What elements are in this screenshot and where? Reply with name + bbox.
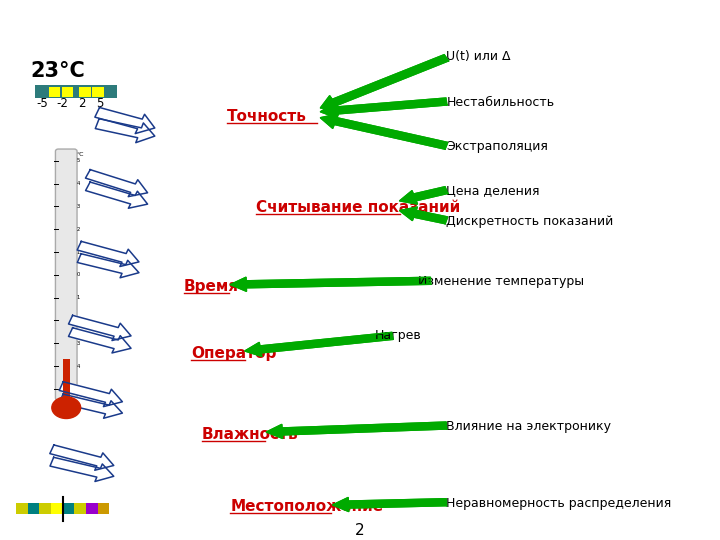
Polygon shape [320, 98, 447, 118]
Polygon shape [59, 394, 122, 418]
Text: 1: 1 [76, 295, 80, 300]
Text: Дискретность показаний: Дискретность показаний [446, 215, 613, 228]
Text: 2: 2 [76, 318, 80, 323]
Text: 5: 5 [76, 158, 80, 164]
Text: Неравномерность распределения: Неравномерность распределения [446, 497, 672, 510]
Text: Точность: Точность [227, 109, 307, 124]
Text: 2: 2 [76, 227, 80, 232]
Polygon shape [86, 182, 148, 208]
Text: Экстраполяция: Экстраполяция [446, 140, 548, 153]
Polygon shape [400, 187, 448, 204]
Text: Цена деления: Цена деления [446, 184, 540, 197]
Text: 3: 3 [76, 341, 80, 346]
Polygon shape [333, 497, 446, 511]
FancyBboxPatch shape [40, 503, 51, 514]
FancyBboxPatch shape [63, 503, 74, 514]
Polygon shape [320, 55, 449, 109]
Text: Влияние на электронику: Влияние на электронику [446, 420, 611, 433]
Text: Влажность: Влажность [202, 427, 298, 442]
FancyBboxPatch shape [92, 87, 104, 97]
Text: Местоположение: Местоположение [230, 499, 384, 514]
Polygon shape [68, 328, 131, 353]
Text: Время: Время [184, 279, 238, 294]
Text: 2: 2 [78, 97, 85, 110]
Circle shape [52, 397, 81, 418]
FancyBboxPatch shape [74, 503, 86, 514]
Text: 5: 5 [76, 386, 80, 391]
Polygon shape [95, 119, 155, 143]
Text: -2: -2 [56, 97, 68, 110]
Text: 5: 5 [96, 97, 104, 110]
FancyBboxPatch shape [55, 149, 77, 400]
Polygon shape [50, 457, 114, 482]
Text: Нестабильность: Нестабильность [446, 96, 554, 109]
Polygon shape [77, 241, 139, 267]
Text: °C: °C [76, 152, 84, 157]
Polygon shape [320, 114, 448, 149]
FancyBboxPatch shape [16, 503, 27, 514]
Polygon shape [266, 422, 446, 438]
Text: 2: 2 [355, 523, 365, 538]
FancyBboxPatch shape [27, 503, 40, 514]
Text: 3: 3 [76, 204, 80, 209]
FancyBboxPatch shape [49, 87, 60, 97]
Polygon shape [77, 254, 139, 278]
Polygon shape [95, 107, 155, 133]
FancyBboxPatch shape [86, 503, 98, 514]
Text: 4: 4 [76, 363, 80, 368]
Polygon shape [50, 445, 114, 470]
Text: U(t) или Δ: U(t) или Δ [446, 50, 511, 63]
Text: Изменение температуры: Изменение температуры [418, 275, 584, 288]
FancyBboxPatch shape [98, 503, 109, 514]
FancyBboxPatch shape [62, 87, 73, 97]
Polygon shape [86, 170, 148, 197]
Polygon shape [230, 277, 431, 291]
Text: -5: -5 [36, 97, 48, 110]
Polygon shape [59, 382, 122, 407]
FancyBboxPatch shape [63, 359, 70, 399]
Text: Оператор: Оператор [191, 346, 276, 361]
Text: 0: 0 [76, 272, 80, 278]
Text: Считывание показаний: Считывание показаний [256, 200, 460, 215]
FancyBboxPatch shape [51, 503, 63, 514]
Polygon shape [400, 207, 448, 224]
Text: 4: 4 [76, 181, 80, 186]
Text: Нагрев: Нагрев [374, 329, 421, 342]
FancyBboxPatch shape [79, 87, 91, 97]
Text: 1: 1 [76, 249, 80, 254]
Text: 23°C: 23°C [30, 60, 85, 80]
Polygon shape [245, 333, 393, 356]
FancyBboxPatch shape [35, 85, 117, 98]
Polygon shape [68, 315, 131, 341]
